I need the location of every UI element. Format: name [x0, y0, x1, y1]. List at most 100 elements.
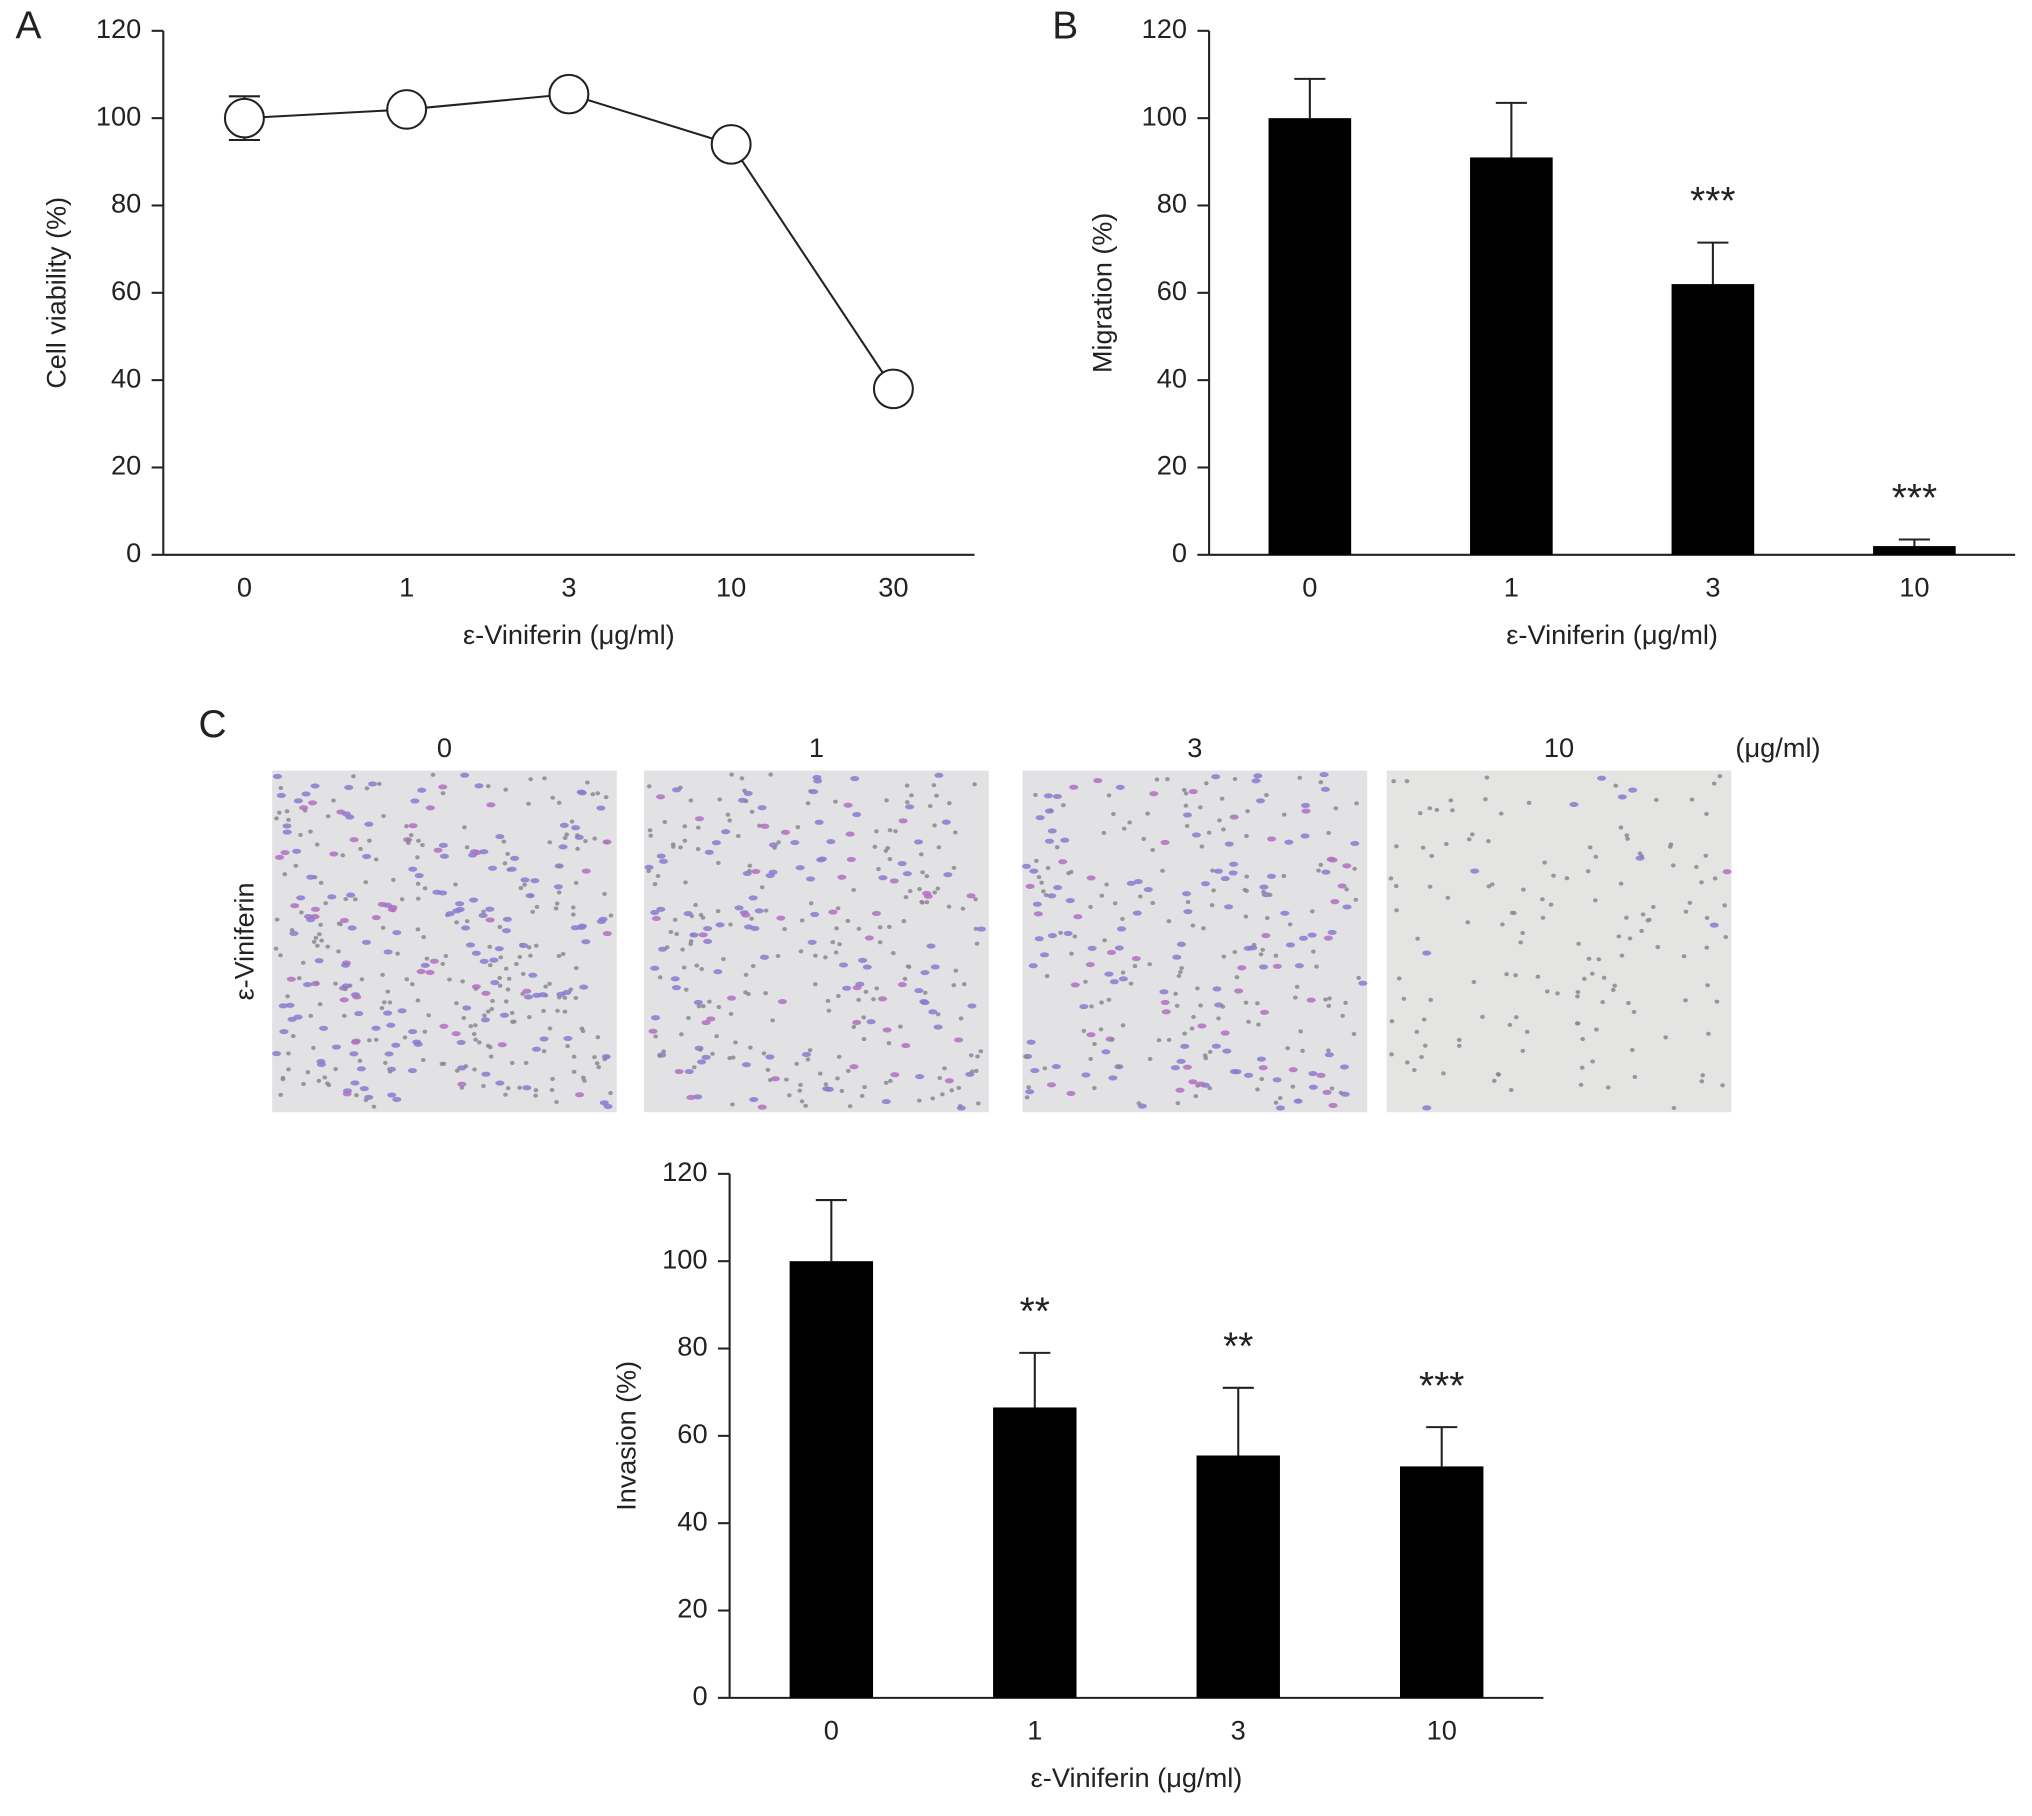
cell [1540, 897, 1545, 902]
cell [856, 997, 861, 1003]
cell [1166, 919, 1172, 924]
cell [468, 1024, 474, 1029]
cell [517, 1085, 522, 1090]
cell [648, 1028, 658, 1034]
cell [935, 1012, 941, 1017]
cell [1259, 1077, 1265, 1082]
cell [696, 1004, 702, 1009]
cell [550, 1076, 555, 1082]
cell [837, 942, 842, 947]
cell [1422, 950, 1432, 956]
cell [315, 943, 320, 948]
cell [1264, 916, 1270, 921]
cell [1593, 898, 1598, 903]
cell [770, 1076, 780, 1082]
cell [1308, 1084, 1318, 1090]
cell [721, 829, 731, 835]
cell [416, 838, 421, 843]
cell [686, 1094, 696, 1101]
cell [272, 773, 282, 780]
cell [1195, 986, 1200, 991]
cell [1456, 1037, 1462, 1043]
cell [1255, 1087, 1260, 1092]
y-tick-label: 40 [1157, 362, 1187, 393]
cell [286, 976, 296, 982]
micrographs [272, 770, 1732, 1113]
cell [1200, 881, 1211, 887]
cell [697, 1059, 707, 1065]
cell [1166, 1037, 1172, 1042]
cell [1028, 963, 1038, 969]
cell [1258, 1065, 1268, 1071]
cell [479, 849, 489, 855]
cell [944, 1078, 954, 1084]
cell [901, 1042, 911, 1049]
cell [704, 849, 714, 855]
cell [1046, 1082, 1057, 1088]
cell [327, 894, 337, 900]
cell [373, 857, 379, 862]
cell [522, 1085, 532, 1091]
cell [282, 829, 292, 835]
cell [917, 887, 922, 892]
cell [1722, 869, 1732, 875]
y-axis-label: Invasion (%) [611, 1361, 642, 1511]
cell [838, 962, 849, 968]
cell [1025, 1089, 1035, 1095]
cell [714, 1034, 719, 1039]
cell [1540, 915, 1546, 920]
cell [1199, 844, 1205, 849]
cell [809, 789, 819, 795]
cell [1043, 793, 1053, 799]
cell [924, 874, 930, 879]
significance: ** [1020, 1291, 1050, 1334]
cell [968, 1053, 974, 1058]
cell [410, 798, 420, 804]
point [872, 368, 914, 410]
cell [570, 925, 580, 931]
column-label: 0 [437, 732, 452, 763]
cell [651, 1015, 661, 1021]
cell [559, 822, 569, 828]
cell [305, 1070, 311, 1075]
cell [507, 866, 517, 872]
cell [363, 880, 369, 885]
cell [1544, 989, 1550, 994]
cell [651, 915, 661, 921]
significance: *** [1419, 1365, 1464, 1408]
cell [760, 823, 770, 829]
cell [1581, 976, 1587, 981]
cell [276, 792, 286, 799]
cell [1207, 1049, 1213, 1055]
cell [520, 877, 530, 883]
cell [776, 915, 786, 921]
cell [386, 1022, 396, 1028]
cell [1259, 884, 1269, 890]
cell [490, 979, 500, 986]
cell [1259, 964, 1269, 970]
cell [413, 1041, 423, 1047]
cell [1188, 789, 1198, 795]
cell [1053, 884, 1063, 891]
error-bar [1495, 101, 1527, 158]
cell [1043, 892, 1049, 898]
x-axis-label: ε-Viniferin (μg/ml) [1031, 1762, 1243, 1793]
cell [1645, 918, 1651, 923]
cell [701, 1019, 711, 1026]
cell [1092, 1041, 1097, 1047]
cell [1320, 786, 1330, 792]
cell [823, 955, 828, 960]
cell [648, 833, 654, 838]
cell [670, 976, 680, 982]
cell [1594, 1027, 1599, 1032]
cell [1211, 888, 1216, 893]
cell [1284, 839, 1294, 845]
cell [471, 984, 481, 990]
cell [1029, 868, 1039, 874]
cell [1275, 1105, 1285, 1111]
cell [954, 1037, 964, 1043]
cell [1224, 904, 1234, 910]
cell [573, 880, 579, 885]
cell [1683, 909, 1689, 914]
cell [828, 909, 838, 915]
